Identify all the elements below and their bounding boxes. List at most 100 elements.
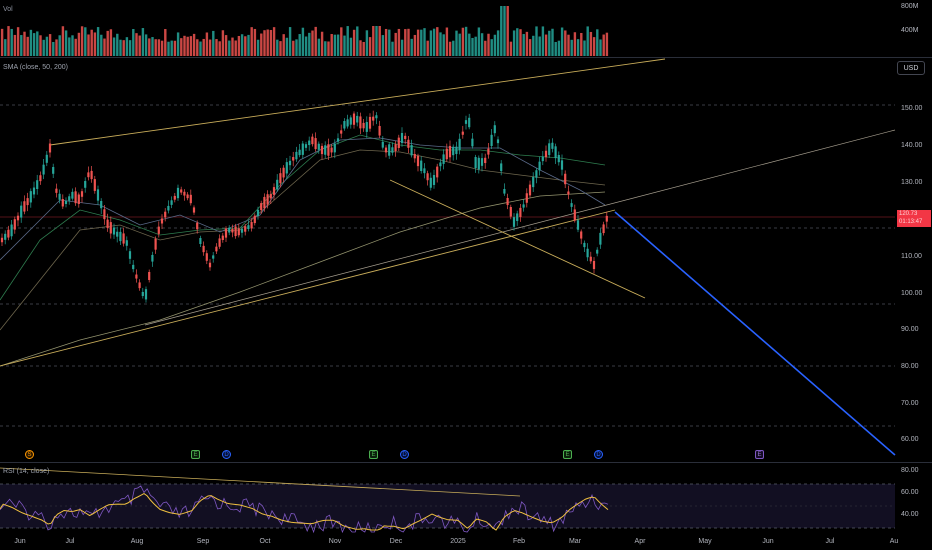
volume-bar xyxy=(128,40,132,56)
earnings-event-icon[interactable]: E xyxy=(369,450,378,459)
time-axis-label: Sep xyxy=(196,538,210,545)
volume-bar xyxy=(42,39,45,56)
dividend-event-icon[interactable]: D xyxy=(594,450,603,459)
volume-bar xyxy=(432,28,436,56)
volume-bar xyxy=(234,40,237,56)
volume-bar xyxy=(285,37,289,56)
volume-bar xyxy=(208,39,212,56)
volume-bar xyxy=(32,33,36,56)
candle-body xyxy=(288,160,292,166)
volume-bar xyxy=(461,27,465,56)
candle-body xyxy=(528,184,532,196)
candle-body xyxy=(224,228,228,238)
earnings-event-icon[interactable]: E xyxy=(191,450,200,459)
candle-body xyxy=(244,226,247,232)
price-pane[interactable]: SMA (close, 50, 200) USD 150.00 140.00 1… xyxy=(0,58,932,462)
rsi-ma-line xyxy=(0,493,609,531)
candle-body xyxy=(346,119,349,127)
earnings-event-icon[interactable]: E xyxy=(563,450,572,459)
rsi-pane[interactable]: RSI (14, close) 80.00 60.00 40.00 xyxy=(0,462,932,537)
split-event-icon[interactable]: S xyxy=(25,450,34,459)
volume-bar xyxy=(196,39,199,56)
price-axis-label: 140.00 xyxy=(901,142,923,149)
volume-bar xyxy=(244,36,247,56)
candle-body xyxy=(468,117,471,128)
candle-body xyxy=(128,251,132,259)
candle-body xyxy=(282,167,285,178)
candle-body xyxy=(538,161,541,171)
rsi-axis-label: 40.00 xyxy=(901,511,919,518)
volume-bar xyxy=(583,40,586,56)
indicator-title[interactable]: SMA (close, 50, 200) xyxy=(3,64,68,71)
candle-body xyxy=(570,203,573,207)
candle-body xyxy=(132,264,135,270)
volume-bar xyxy=(525,31,529,56)
candle-body xyxy=(605,215,608,222)
candle-body xyxy=(413,154,416,159)
volume-bar xyxy=(87,34,90,56)
candle-body xyxy=(55,188,58,193)
volume-bar xyxy=(52,41,55,56)
candle-body xyxy=(119,231,122,242)
candle-body xyxy=(378,125,381,136)
currency-button[interactable]: USD xyxy=(897,61,925,75)
volume-bar xyxy=(61,26,65,56)
candle-body xyxy=(272,187,276,195)
volume-bar xyxy=(221,30,225,56)
candle-body xyxy=(20,205,23,218)
candle-body xyxy=(471,138,474,147)
candle-body xyxy=(36,180,39,189)
volume-bar xyxy=(477,27,481,56)
upcoming-earnings-icon[interactable]: E xyxy=(755,450,764,459)
candle-body xyxy=(359,116,362,129)
time-axis-label: Aug xyxy=(130,538,144,545)
volume-bar xyxy=(455,30,458,56)
candle-body xyxy=(189,194,192,204)
candle-body xyxy=(93,179,96,191)
trendline-falling xyxy=(389,179,646,299)
candle-body xyxy=(580,231,583,239)
volume-bar xyxy=(157,39,161,56)
candle-body xyxy=(260,203,263,211)
pane-separator[interactable] xyxy=(0,57,932,58)
volume-bar xyxy=(522,34,525,56)
price-axis-label: 130.00 xyxy=(901,179,923,186)
volume-bar xyxy=(580,32,583,56)
candle-body xyxy=(535,170,538,178)
candle-body xyxy=(551,142,554,149)
rsi-chart xyxy=(0,467,895,534)
dividend-event-icon[interactable]: D xyxy=(400,450,409,459)
pane-separator[interactable] xyxy=(0,462,932,463)
candle-body xyxy=(0,237,4,243)
candle-body xyxy=(103,209,106,220)
candle-body xyxy=(436,166,439,178)
candle-body xyxy=(404,135,407,139)
rsi-trendline xyxy=(0,467,521,497)
candle-body xyxy=(52,167,55,174)
dividend-event-icon[interactable]: D xyxy=(222,450,231,459)
volume-pane[interactable]: Vol 800M 400M xyxy=(0,0,932,58)
volume-bar xyxy=(231,37,234,56)
candle-body xyxy=(544,150,548,158)
rsi-title[interactable]: RSI (14, close) xyxy=(3,468,50,475)
volume-bar xyxy=(80,26,84,56)
candle-body xyxy=(13,219,16,230)
candle-body xyxy=(592,260,596,270)
volume-bar xyxy=(215,39,218,56)
candle-body xyxy=(141,291,144,297)
volume-bar xyxy=(16,27,20,56)
volume-bar xyxy=(148,38,151,56)
candle-body xyxy=(228,227,231,233)
candle-body xyxy=(202,245,205,253)
candle-body xyxy=(509,206,512,217)
price-axis-label: 70.00 xyxy=(901,400,919,407)
candle-body xyxy=(58,193,61,200)
candle-body xyxy=(426,173,429,181)
volume-bar xyxy=(141,28,145,56)
volume-bar xyxy=(490,39,493,56)
candle-body xyxy=(106,219,109,228)
volume-bar xyxy=(439,32,442,56)
volume-bar xyxy=(551,28,554,56)
time-axis[interactable]: Jun Jul Aug Sep Oct Nov Dec 2025 Feb Mar… xyxy=(0,537,932,550)
volume-bar xyxy=(288,27,292,56)
